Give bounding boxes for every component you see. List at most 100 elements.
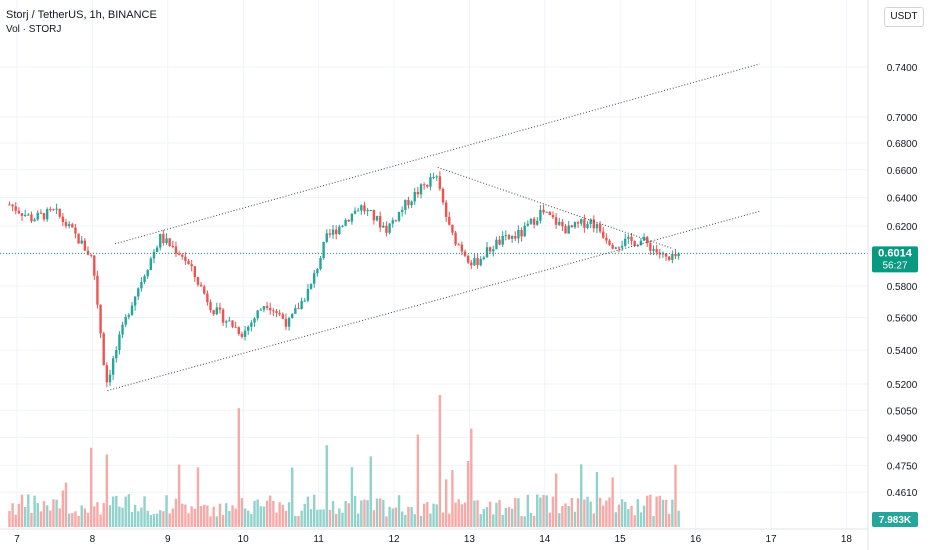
candle-body — [422, 184, 426, 186]
candle-body — [366, 210, 369, 212]
candle-body — [658, 252, 661, 255]
candle-body — [583, 219, 586, 228]
volume-bar — [366, 500, 369, 527]
candlesticks — [8, 171, 680, 388]
volume-bar — [526, 494, 530, 527]
candle-body — [642, 236, 646, 241]
volume-bar — [350, 467, 354, 527]
time-tick-label: 18 — [841, 534, 853, 545]
volume-bar — [265, 500, 269, 527]
candle-body — [331, 229, 335, 235]
trendline-channel-lower[interactable] — [107, 210, 760, 392]
candle-body — [633, 241, 636, 246]
candle-body — [671, 253, 674, 260]
candle-body — [306, 288, 310, 301]
volume-bar — [206, 505, 209, 527]
candle-body — [485, 247, 489, 258]
time-axis[interactable]: 7 8 9 10 11 12 13 14 15 16 17 18 — [14, 534, 852, 545]
volume-bar — [240, 498, 244, 527]
volume-bar — [64, 482, 68, 527]
candle-body — [529, 218, 533, 224]
volume-bar — [99, 514, 102, 527]
candle-body — [517, 230, 520, 239]
candle-body — [334, 229, 338, 235]
candle-body — [67, 224, 71, 227]
volume-bar — [658, 495, 661, 527]
candle-body — [554, 217, 558, 225]
volume-bar — [347, 503, 350, 527]
volume-bar — [630, 505, 633, 527]
bar-countdown: 56:27 — [882, 260, 907, 271]
trendline-descending-resistance[interactable] — [437, 166, 674, 250]
volume-bar — [617, 504, 621, 527]
candle-body — [617, 247, 621, 249]
volume-value-label: 7.983K — [872, 512, 918, 527]
volume-bar — [334, 513, 338, 527]
volume-bar — [378, 498, 382, 527]
price-tick-label: 0.5200 — [887, 380, 918, 391]
volume-bar — [507, 506, 511, 527]
volume-bar — [554, 473, 558, 527]
candle-body — [303, 300, 306, 302]
candle-body — [165, 238, 168, 243]
trendline-channel-upper[interactable] — [114, 63, 760, 245]
volume-bar — [118, 506, 121, 527]
candle-body — [652, 249, 655, 251]
candle-body — [655, 249, 658, 253]
candle-body — [215, 307, 219, 315]
price-tick-label: 0.4610 — [887, 488, 918, 499]
candle-body — [93, 255, 96, 276]
volume-bar — [517, 498, 520, 527]
volume-bar — [243, 508, 247, 527]
volume-bar — [466, 461, 470, 527]
volume-bar — [58, 508, 61, 527]
volume-bars — [8, 395, 680, 527]
symbol-title: Storj / TetherUS, 1h, BINANCE — [6, 9, 157, 21]
candle-body — [64, 222, 68, 227]
volume-bar — [532, 515, 536, 527]
candle-body — [187, 260, 190, 265]
volume-bar — [250, 514, 253, 527]
volume-bar — [573, 511, 577, 527]
candle-body — [627, 236, 630, 239]
volume-bar — [143, 496, 146, 527]
candle-body — [319, 258, 322, 270]
candle-body — [30, 214, 33, 222]
currency-button[interactable]: USDT — [884, 7, 924, 27]
volume-bar — [356, 513, 360, 527]
price-axis[interactable]: 0.7400 0.7000 0.6800 0.6600 0.6400 0.6200 0.58… — [887, 63, 918, 499]
volume-bar — [598, 497, 602, 527]
candle-body — [410, 201, 413, 206]
volume-bar — [313, 494, 316, 527]
candle-body — [143, 276, 146, 283]
candle-body — [611, 244, 614, 249]
volume-bar — [146, 510, 149, 527]
candle-body — [118, 334, 121, 350]
trendlines — [107, 63, 760, 392]
candle-body — [661, 253, 665, 255]
volume-bar — [30, 512, 33, 527]
candle-body — [250, 322, 253, 327]
volume-bar — [551, 496, 555, 527]
volume-bar — [413, 514, 416, 527]
volume-bar — [228, 510, 231, 527]
candle-body — [275, 311, 278, 313]
volume-bar — [174, 498, 178, 527]
candle-body — [203, 286, 206, 294]
candle-body — [42, 213, 46, 220]
candle-body — [536, 220, 539, 225]
candle-body — [375, 216, 379, 221]
candle-body — [388, 223, 391, 233]
candle-body — [221, 309, 225, 323]
candle-body — [382, 225, 385, 228]
volume-bar — [353, 496, 357, 527]
volume-bar — [504, 507, 508, 527]
candle-body — [256, 310, 259, 319]
candle-body — [639, 240, 643, 246]
volume-bar — [567, 505, 570, 527]
volume-bar — [187, 513, 190, 527]
volume-bar — [45, 505, 49, 527]
candle-body — [206, 293, 209, 303]
volume-bar — [592, 513, 596, 527]
